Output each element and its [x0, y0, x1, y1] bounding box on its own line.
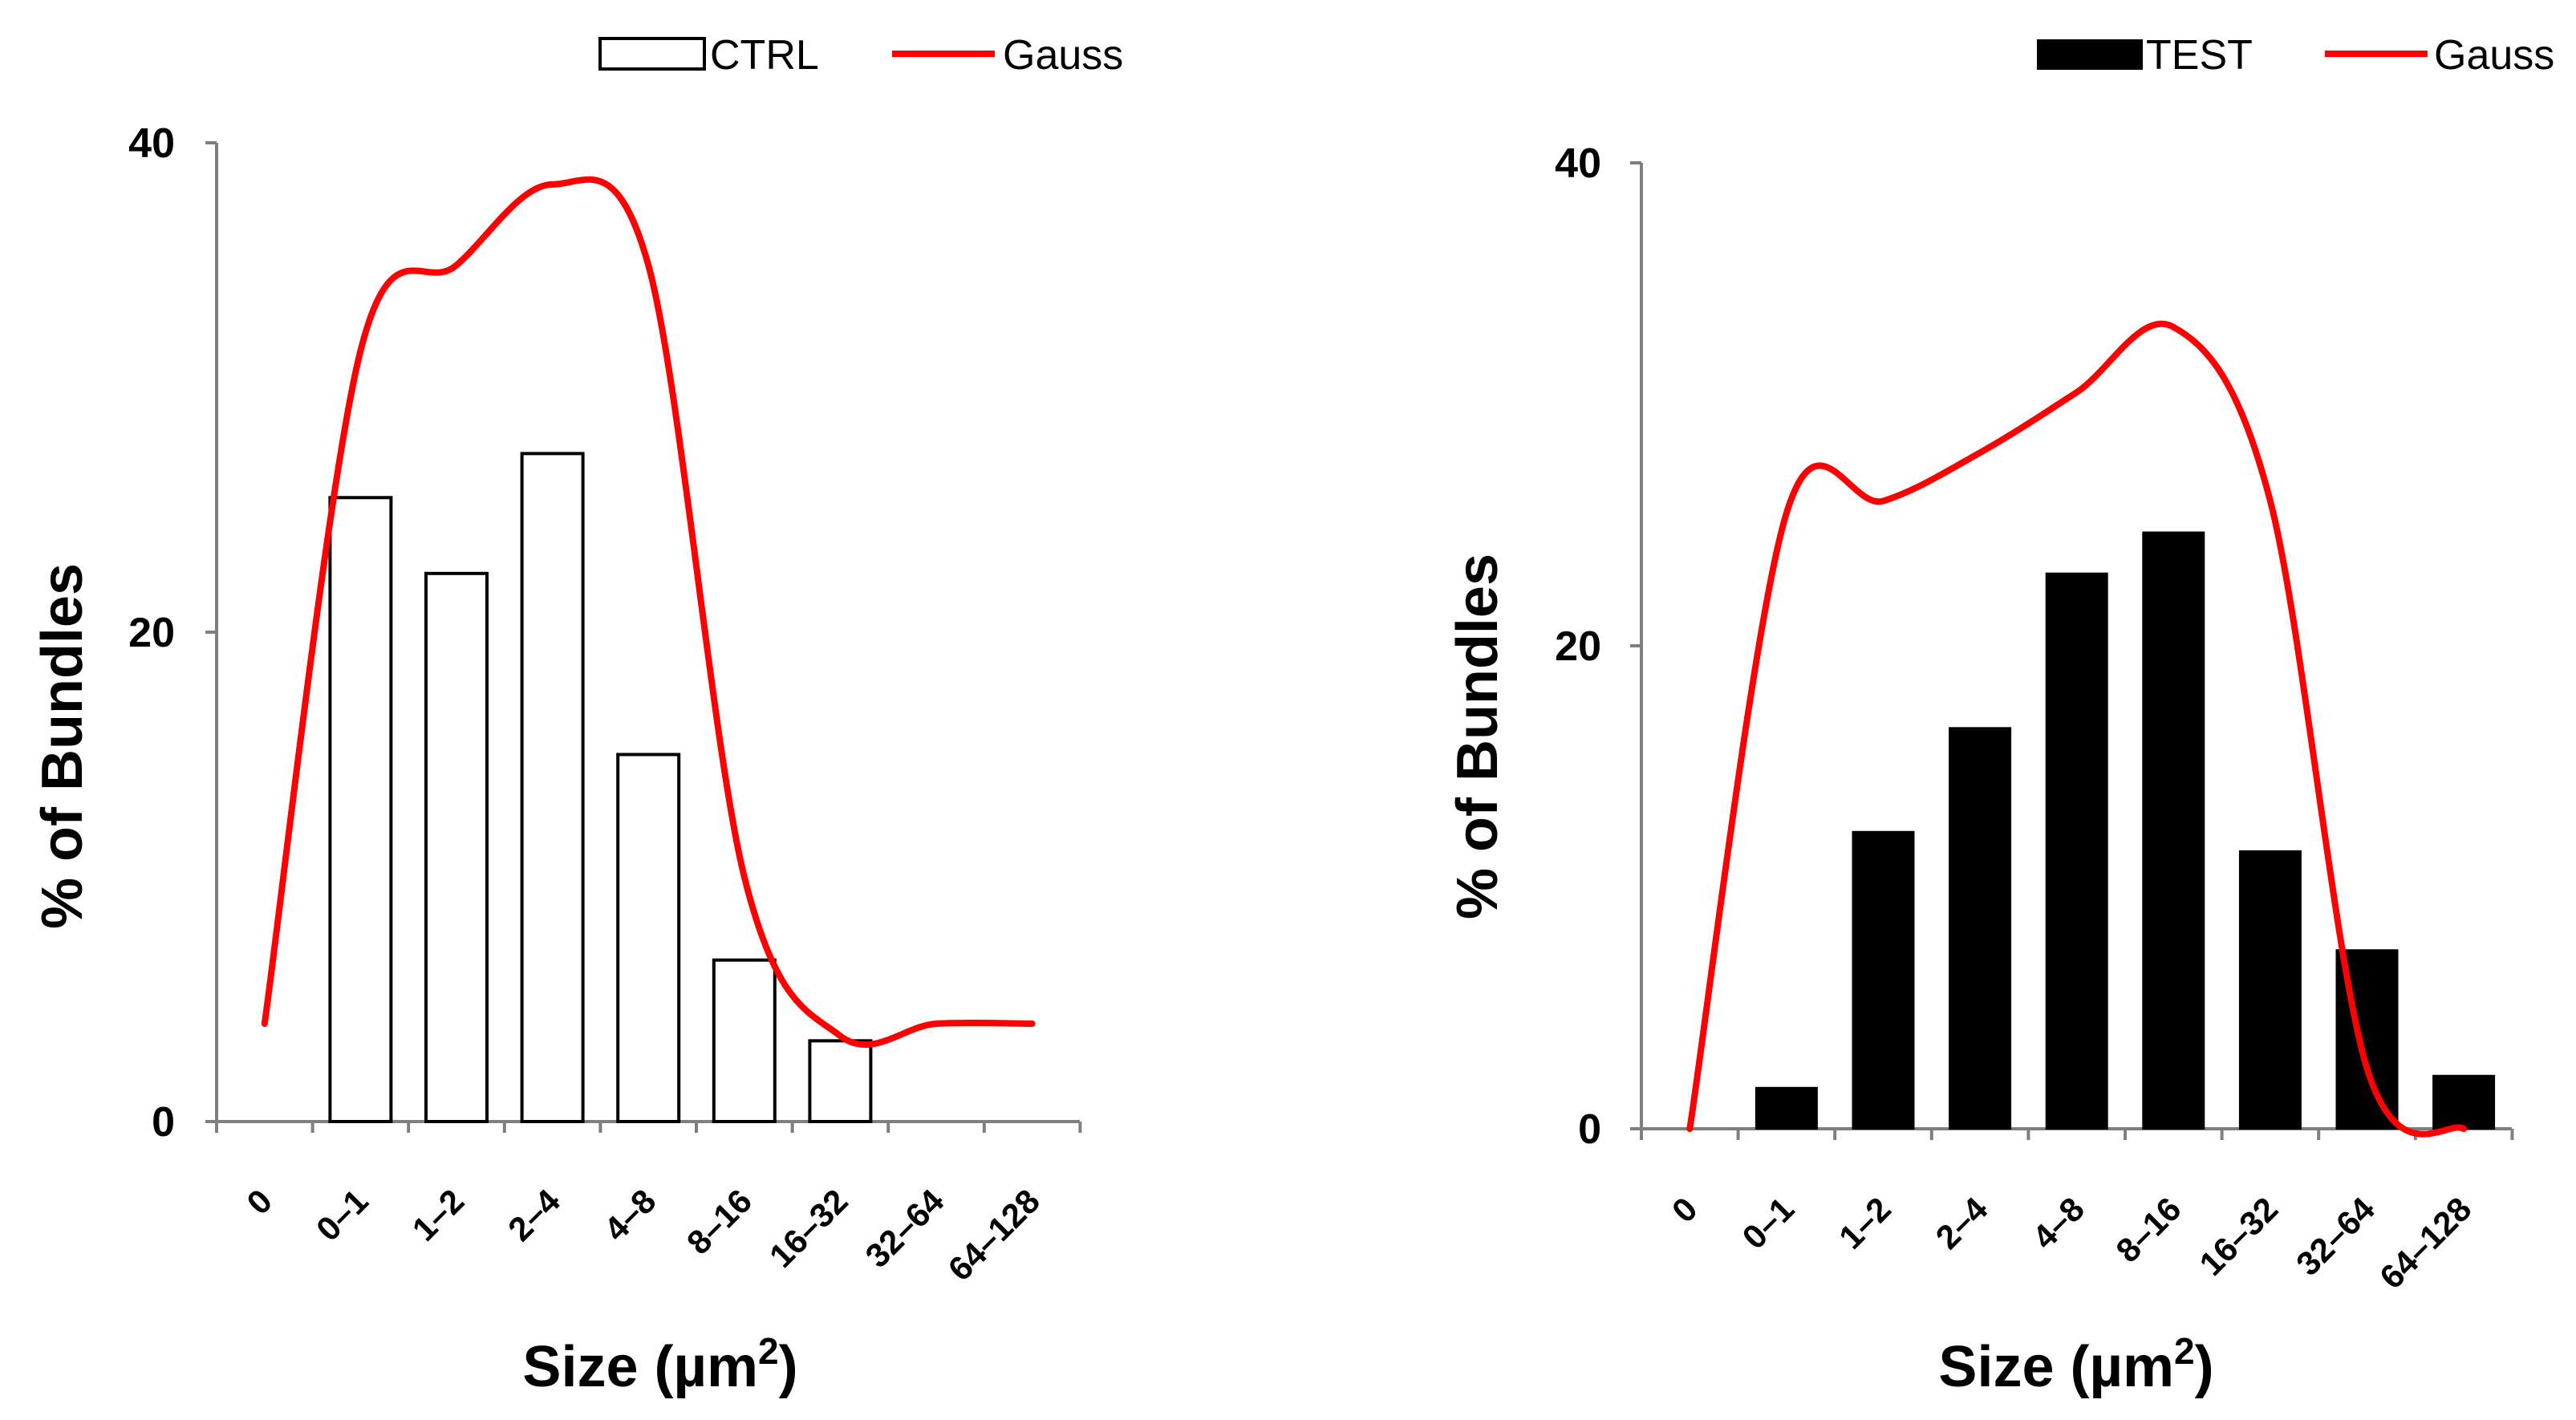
bar-test-16–32 — [2238, 850, 2302, 1130]
x-tick-label-test-4: 4–8 — [2025, 1190, 2091, 1256]
x-tick-label-ctrl-6: 16–32 — [762, 1182, 855, 1275]
legend-test: TEST Gauss — [2037, 32, 2554, 79]
bar-ctrl-2–4 — [520, 452, 585, 1123]
x-tick-label-test-6: 16–32 — [2192, 1190, 2285, 1283]
bar-test-0–1 — [1755, 1086, 1818, 1130]
legend-test-gauss-label: Gauss — [2434, 32, 2554, 79]
x-tick-label-test-5: 8–16 — [2108, 1190, 2188, 1269]
x-axis-label-ctrl: Size (µm2) — [522, 1330, 797, 1399]
chart-test: TEST Gauss 40 20 0 0 0–1 1–2 2–4 4–8 8–16 16–3… — [1446, 32, 2554, 1399]
y-tick-label-ctrl-0: 0 — [152, 1099, 175, 1146]
x-tick-label-ctrl-0: 0 — [239, 1182, 279, 1222]
y-tick-label-test-20: 20 — [1555, 623, 1601, 670]
bar-test-2–4 — [1949, 727, 2012, 1130]
x-tick-label-test-2: 1–2 — [1832, 1190, 1898, 1256]
bar-ctrl-0–1 — [328, 496, 393, 1123]
gauss-curve-ctrl — [261, 176, 1036, 1048]
y-axis-label-ctrl: % of Bundles — [30, 563, 95, 929]
x-ticks-ctrl — [215, 1122, 1082, 1133]
legend-test-swatch — [2037, 39, 2143, 70]
y-axis-label-test: % of Bundles — [1446, 554, 1510, 919]
x-tick-label-ctrl-5: 8–16 — [679, 1182, 759, 1261]
y-tick-label-test-40: 40 — [1555, 140, 1601, 187]
bar-ctrl-8–16 — [712, 958, 777, 1123]
legend-ctrl: CTRL Gauss — [598, 32, 1123, 79]
y-tick-label-test-0: 0 — [1578, 1106, 1601, 1153]
legend-test-label: TEST — [2146, 32, 2253, 79]
y-tick-label-ctrl-40: 40 — [128, 120, 175, 167]
x-tick-label-ctrl-7: 32–64 — [858, 1182, 951, 1275]
x-ticks-test — [1640, 1129, 2514, 1140]
x-axis-label-test: Size (µm2) — [1938, 1330, 2213, 1399]
bar-test-64–128 — [2432, 1074, 2496, 1130]
x-tick-label-test-3: 2–4 — [1929, 1190, 1995, 1256]
bar-test-1–2 — [1852, 830, 1915, 1130]
y-tick-label-ctrl-20: 20 — [128, 610, 175, 656]
x-tick-label-ctrl-8: 64–128 — [941, 1182, 1047, 1288]
legend-ctrl-label: CTRL — [710, 32, 819, 79]
bar-test-4–8 — [2045, 572, 2108, 1130]
x-tick-label-test-8: 64–128 — [2372, 1190, 2478, 1296]
chart-ctrl: CTRL Gauss 40 20 0 0 0–1 1–2 2–4 4–8 8–16 16–3… — [30, 32, 1123, 1399]
bar-ctrl-16–32 — [808, 1039, 873, 1123]
bar-test-8–16 — [2142, 531, 2205, 1130]
bars-test — [1755, 531, 2496, 1130]
x-tick-label-test-1: 0–1 — [1734, 1190, 1801, 1256]
x-tick-label-ctrl-4: 4–8 — [597, 1182, 663, 1248]
bar-ctrl-1–2 — [424, 571, 489, 1123]
x-tick-label-ctrl-2: 1–2 — [405, 1182, 472, 1248]
bar-ctrl-4–8 — [616, 753, 681, 1123]
x-tick-label-ctrl-1: 0–1 — [309, 1182, 375, 1248]
x-tick-label-ctrl-3: 2–4 — [501, 1182, 567, 1248]
x-tick-label-test-0: 0 — [1665, 1190, 1705, 1230]
legend-ctrl-swatch — [598, 37, 706, 71]
bars-ctrl — [328, 452, 873, 1123]
gauss-curve-test — [1686, 320, 2468, 1138]
x-tick-label-test-7: 32–64 — [2289, 1190, 2382, 1283]
legend-ctrl-gauss-label: Gauss — [1003, 32, 1123, 79]
